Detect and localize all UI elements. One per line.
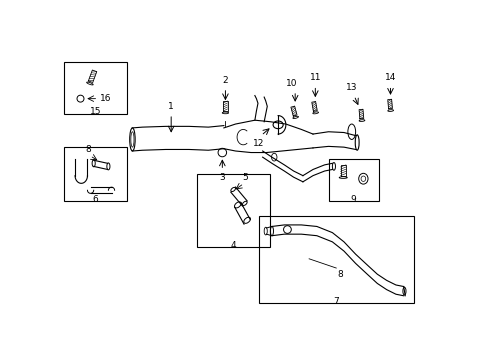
Text: 5: 5: [242, 173, 248, 182]
Text: 9: 9: [350, 195, 355, 204]
Text: 11: 11: [309, 73, 321, 82]
Ellipse shape: [358, 120, 364, 121]
Text: 7: 7: [333, 297, 339, 306]
Text: 8: 8: [337, 270, 343, 279]
Text: 10: 10: [286, 79, 297, 88]
Text: 6: 6: [92, 195, 98, 204]
Text: 2: 2: [222, 76, 228, 85]
Text: 12: 12: [253, 139, 264, 148]
Text: 14: 14: [384, 73, 395, 82]
Text: 13: 13: [346, 84, 357, 93]
Text: 4: 4: [230, 241, 236, 250]
Ellipse shape: [292, 116, 298, 118]
Text: 15: 15: [89, 107, 101, 116]
Ellipse shape: [86, 82, 93, 85]
Text: 8: 8: [85, 145, 91, 154]
Ellipse shape: [387, 110, 393, 112]
Text: 16: 16: [100, 94, 111, 103]
Ellipse shape: [222, 112, 228, 114]
Text: 3: 3: [219, 173, 225, 182]
Ellipse shape: [339, 177, 346, 179]
Text: 1: 1: [168, 102, 174, 111]
Ellipse shape: [312, 112, 318, 114]
